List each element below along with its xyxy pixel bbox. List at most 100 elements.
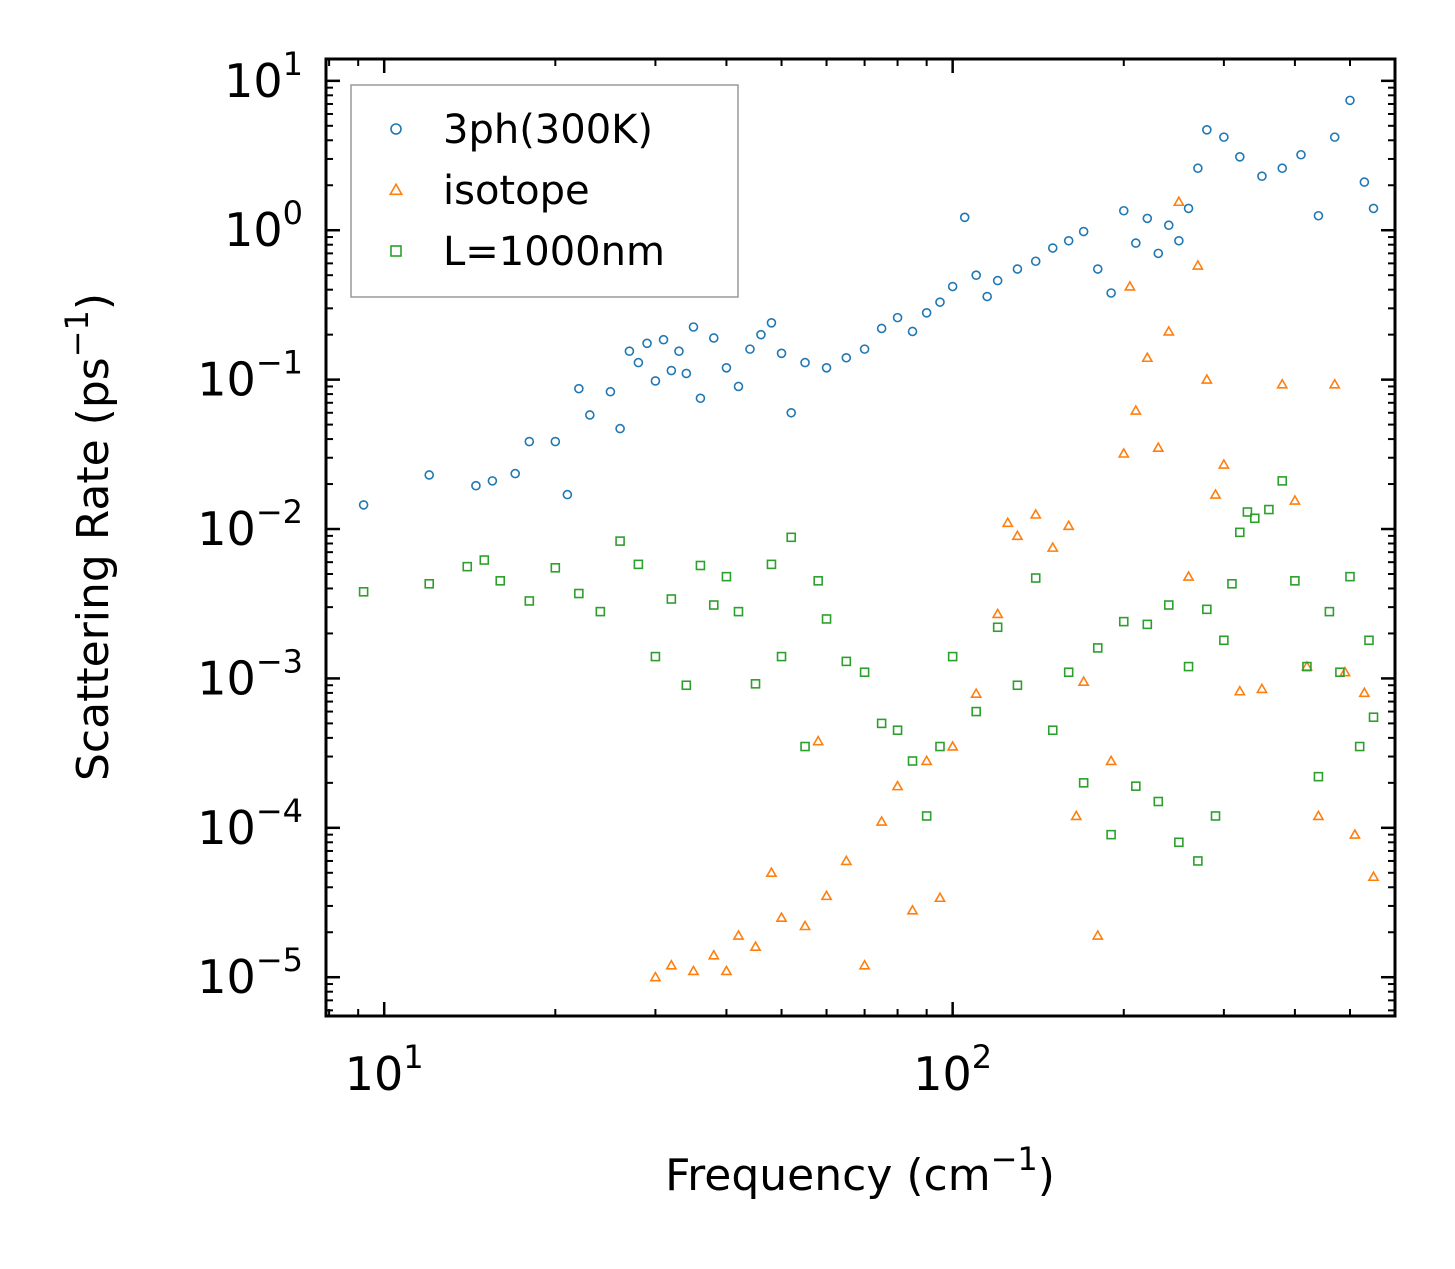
data-point	[681, 368, 692, 379]
data-point	[907, 756, 918, 766]
data-point	[821, 362, 832, 373]
data-point	[1290, 576, 1300, 586]
data-point	[906, 904, 919, 915]
data-point	[674, 346, 684, 356]
x-tick-label: 101	[345, 1038, 424, 1101]
data-point	[1047, 725, 1058, 736]
series-circle-points	[358, 95, 1379, 510]
data-point	[971, 270, 981, 281]
series-triangle-points	[649, 195, 1380, 982]
data-point	[1046, 541, 1059, 552]
data-point	[642, 338, 652, 349]
data-point	[1313, 771, 1324, 782]
data-point	[681, 680, 692, 691]
data-point	[424, 470, 435, 480]
data-point	[1131, 781, 1141, 791]
data-point	[358, 586, 369, 597]
data-point	[1328, 378, 1341, 389]
data-point	[1257, 171, 1267, 181]
data-point	[1106, 288, 1116, 298]
data-point	[462, 561, 473, 572]
legend-label: 3ph(300K)	[443, 107, 653, 153]
data-point	[745, 344, 755, 354]
data-point	[1063, 235, 1074, 246]
data-point	[1277, 163, 1288, 174]
data-point	[721, 362, 732, 373]
data-point	[487, 476, 498, 486]
data-point	[1249, 513, 1260, 524]
data-point	[649, 970, 662, 982]
data-point	[1193, 163, 1203, 174]
series-square-points	[358, 476, 1379, 866]
data-point	[733, 606, 744, 617]
data-point	[1339, 666, 1351, 677]
data-point	[732, 929, 745, 940]
data-point	[891, 779, 904, 791]
data-point	[1063, 667, 1074, 678]
y-tick-label: 10−4	[197, 792, 303, 855]
data-point	[1210, 811, 1221, 821]
data-point	[1182, 570, 1195, 581]
data-point	[799, 919, 812, 931]
data-point	[946, 740, 959, 751]
data-point	[1106, 829, 1116, 840]
data-point	[859, 344, 870, 354]
data-point	[1202, 604, 1212, 615]
legend-label: L=1000nm	[443, 229, 665, 275]
data-point	[1174, 235, 1184, 246]
data-point	[721, 571, 732, 582]
data-point	[695, 560, 706, 571]
data-point	[982, 291, 992, 302]
x-tick-labels: 101 102	[345, 1038, 992, 1101]
data-point	[1105, 754, 1118, 766]
data-point	[358, 500, 369, 510]
data-point	[733, 381, 744, 392]
data-point	[1235, 152, 1245, 162]
data-point	[859, 667, 870, 678]
data-point	[876, 323, 887, 334]
data-point	[688, 322, 699, 332]
data-point	[1141, 351, 1154, 363]
data-point	[1368, 712, 1379, 723]
data-point	[1359, 177, 1370, 187]
data-point	[1296, 149, 1306, 160]
data-point	[892, 725, 903, 736]
x-axis-label: Frequency (cm−1)	[665, 1140, 1055, 1201]
data-point	[820, 889, 833, 901]
data-point	[1092, 264, 1103, 274]
data-point	[1062, 519, 1075, 531]
data-point	[1235, 527, 1245, 538]
data-point	[971, 706, 981, 717]
data-point	[1191, 259, 1204, 270]
data-point	[550, 436, 561, 447]
data-point	[574, 588, 584, 599]
data-point	[1131, 238, 1141, 248]
data-point	[875, 815, 888, 826]
data-point	[1219, 635, 1229, 646]
data-point	[775, 911, 788, 923]
data-point	[1077, 675, 1090, 686]
data-point	[524, 596, 535, 606]
data-point	[1324, 606, 1335, 617]
data-point	[1047, 243, 1058, 253]
data-point	[786, 532, 797, 543]
legend-marker-triangle	[388, 182, 404, 196]
legend-marker-square	[390, 245, 402, 257]
data-point	[1233, 685, 1246, 696]
data-point	[1358, 686, 1371, 698]
data-point	[615, 536, 625, 546]
y-tick-label: 10−3	[197, 642, 303, 705]
data-point	[585, 410, 595, 420]
data-point	[921, 308, 932, 318]
data-point	[935, 741, 945, 752]
data-point	[935, 297, 945, 307]
data-point	[921, 811, 932, 821]
data-point	[658, 334, 669, 345]
data-point	[720, 964, 733, 976]
data-point	[1313, 210, 1324, 221]
data-point	[1242, 507, 1253, 517]
data-point	[766, 318, 777, 328]
data-point	[1162, 325, 1175, 336]
y-tick-label: 100	[224, 194, 303, 257]
